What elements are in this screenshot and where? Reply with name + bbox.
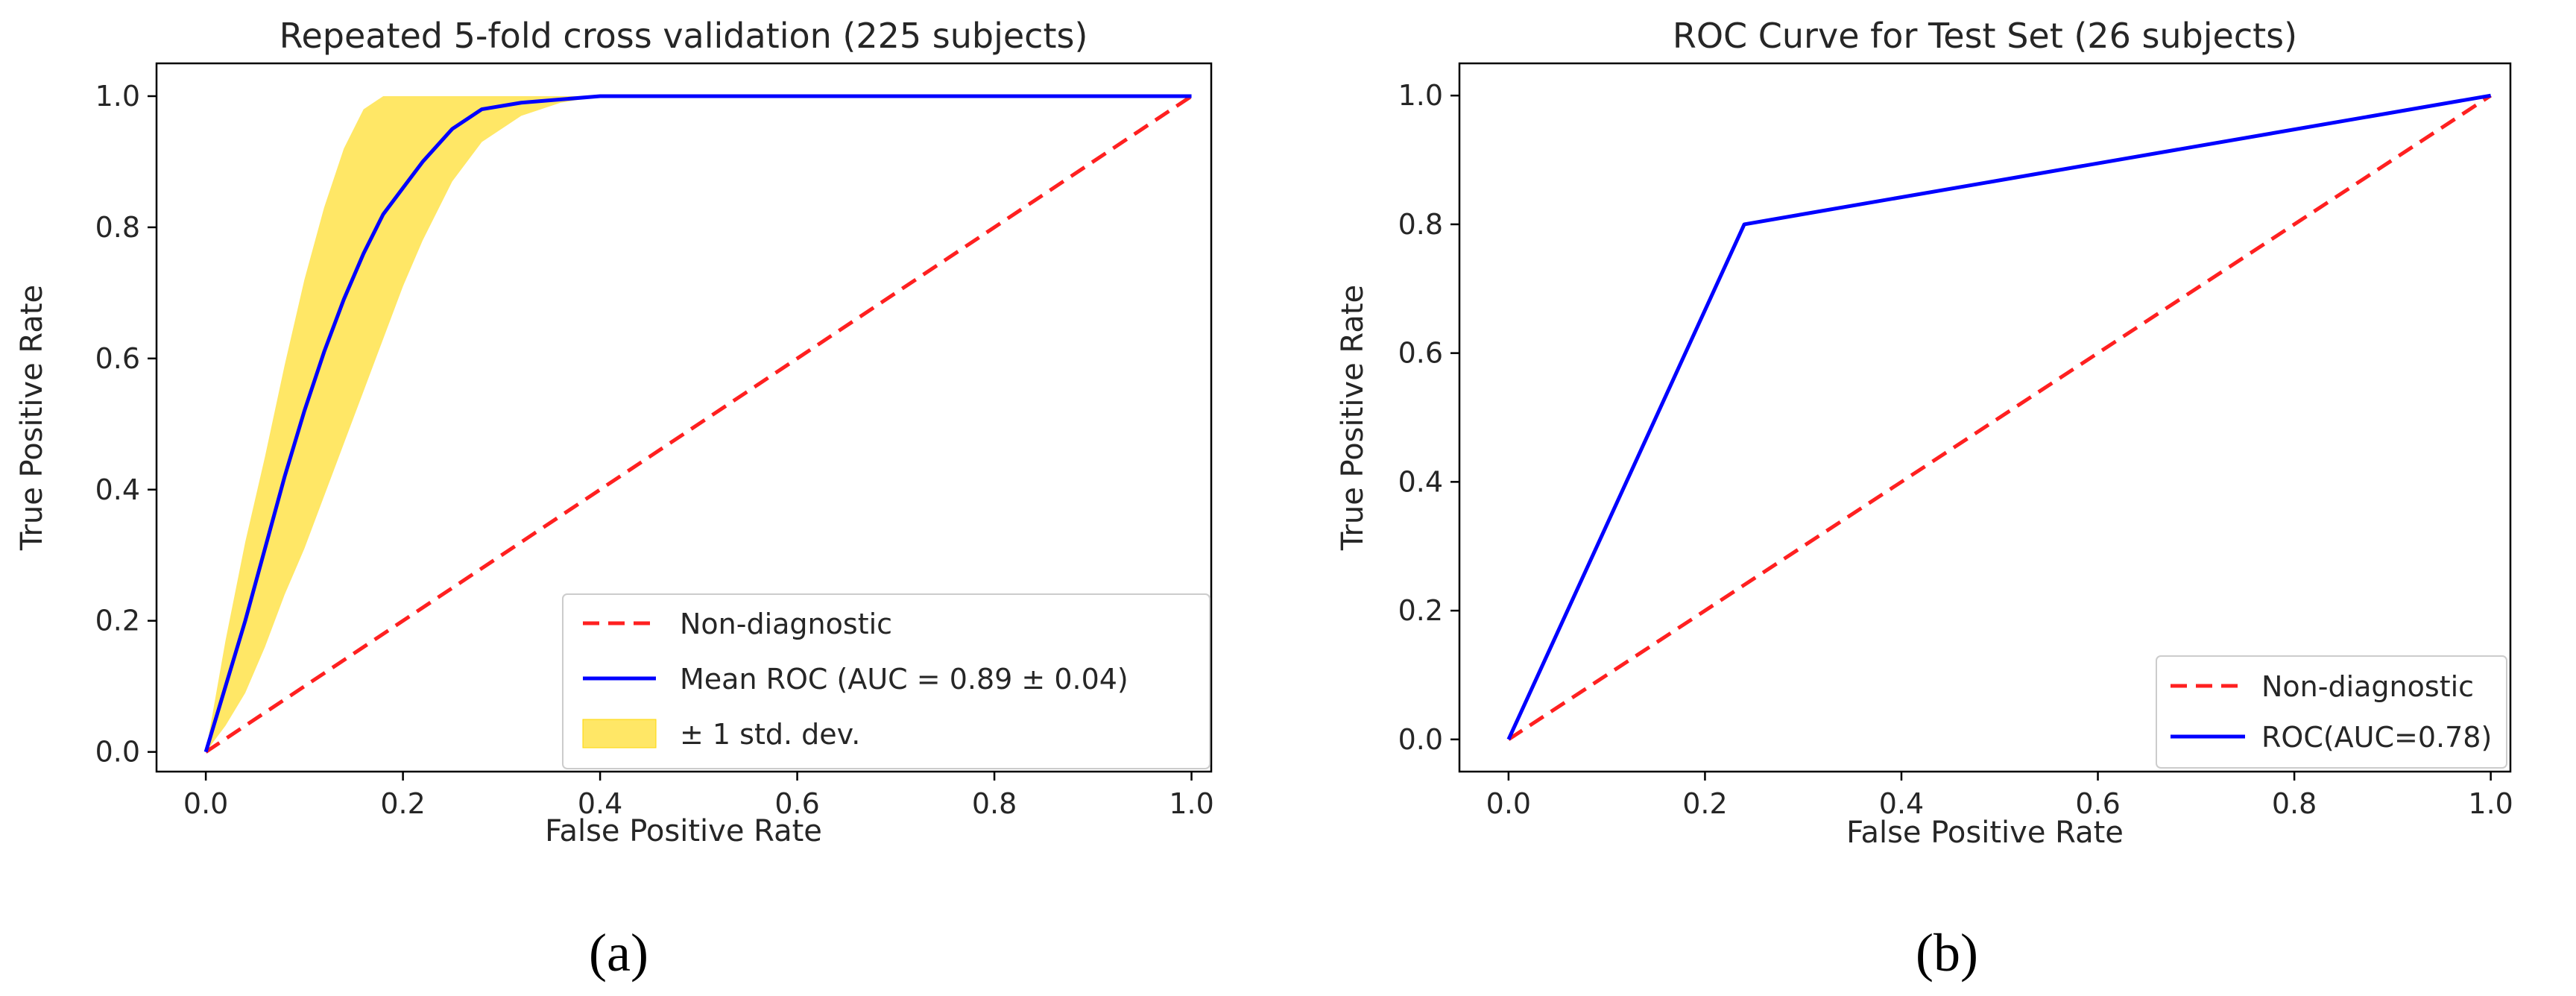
x-tick-label-a: 0.0 [183,787,228,820]
legend-box-b [2156,655,2507,769]
x-tick-label-a: 0.4 [578,787,622,820]
legend-swatch-std-band-a [582,719,657,748]
y-tick-label-a: 0.4 [95,473,140,506]
x-axis-label-b: False Positive Rate [1846,816,2124,850]
y-tick-label-b: 1.0 [1398,79,1443,112]
panel-label-a: (a) [589,923,648,983]
roc-curve-line-b [1506,93,2492,740]
legend-b: Non-diagnostic ROC(AUC=0.78) [2156,655,2507,769]
legend-label-std-band-a: ± 1 std. dev. [680,718,860,751]
y-tick-label-b: 0.6 [1398,337,1443,370]
x-tick-label-b: 0.0 [1486,787,1531,820]
y-tick-label-b: 0.2 [1398,594,1443,627]
y-tick-label-b: 0.0 [1398,723,1443,756]
y-tick-label-a: 1.0 [95,80,140,113]
x-tick-label-b: 0.6 [2075,787,2120,820]
y-tick-label-b: 0.8 [1398,208,1443,241]
x-tick-label-b: 0.8 [2272,787,2317,820]
y-axis-label-b: True Positive Rate [1336,285,1370,551]
y-tick-label-a: 0.2 [95,605,140,637]
x-tick-label-a: 0.6 [774,787,819,820]
y-tick-label-a: 0.6 [95,342,140,375]
y-tick-label-b: 0.4 [1398,465,1443,498]
y-axis-label-a: True Positive Rate [15,285,49,551]
legend-a: Non-diagnostic Mean ROC (AUC = 0.89 ± 0.… [562,593,1210,769]
x-tick-label-a: 1.0 [1169,787,1213,820]
x-axis-label-a: False Positive Rate [545,814,822,848]
x-tick-label-a: 0.8 [972,787,1017,820]
legend-label-roc-b: ROC(AUC=0.78) [2261,721,2492,754]
x-tick-label-a: 0.2 [380,787,425,820]
non-diagnostic-line-a [204,94,1193,754]
chart-panel-b: ROC Curve for Test Set (26 subjects) Fal… [1336,16,2513,850]
non-diagnostic-line-b [1507,94,2493,741]
panel-label-b: (b) [1916,923,1978,983]
legend-label-mean-roc-a: Mean ROC (AUC = 0.89 ± 0.04) [680,663,1128,696]
chart-panel-a: Repeated 5-fold cross validation (225 su… [15,16,1214,848]
x-tick-label-b: 0.2 [1682,787,1727,820]
x-tick-label-b: 0.4 [1879,787,1924,820]
chart-title-b: ROC Curve for Test Set (26 subjects) [1673,16,2297,56]
legend-label-non-diagnostic-a: Non-diagnostic [680,608,892,640]
legend-box-a [562,593,1210,769]
x-tick-label-b: 1.0 [2468,787,2513,820]
chart-title-a: Repeated 5-fold cross validation (225 su… [280,16,1088,56]
roc-curve-line-a [203,94,1192,753]
legend-label-non-diagnostic-b: Non-diagnostic [2261,670,2474,703]
y-tick-label-a: 0.8 [95,211,140,244]
y-tick-label-a: 0.0 [95,736,140,769]
